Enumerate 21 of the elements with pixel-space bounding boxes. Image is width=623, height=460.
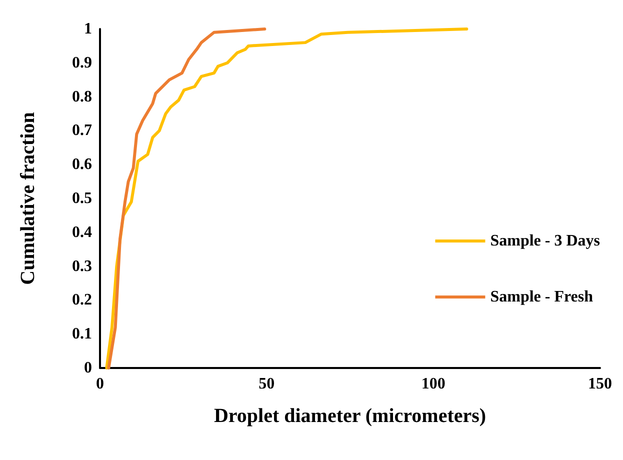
y-tick-label: 0.3 [72, 258, 92, 275]
y-tick-label: 0.5 [72, 190, 92, 207]
y-tick-label: 0.1 [72, 326, 92, 343]
x-tick-label: 100 [421, 376, 446, 392]
line-series [105, 28, 468, 370]
x-tick-label: 0 [96, 376, 104, 392]
y-tick-label: 0.7 [72, 122, 92, 140]
y-tick-label: 0.2 [72, 292, 92, 309]
x-tick-label: 150 [588, 376, 612, 392]
y-tick-label: 0 [84, 360, 92, 376]
y-tick-label: 0.4 [72, 224, 92, 241]
x-axis-title: Droplet diameter (micrometers) [214, 405, 486, 427]
legend-label: Sample - Fresh [490, 288, 594, 306]
legend-label: Sample - 3 Days [490, 232, 600, 250]
y-tick-label: 0.8 [72, 88, 92, 106]
y-tick-label: 0.9 [72, 54, 92, 72]
x-tick-label: 50 [258, 376, 275, 392]
line-series [107, 28, 266, 370]
y-tick-label: 0.6 [72, 156, 92, 174]
y-axis-title: Cumulative fraction [17, 112, 39, 285]
y-tick-label: 1 [84, 20, 92, 38]
